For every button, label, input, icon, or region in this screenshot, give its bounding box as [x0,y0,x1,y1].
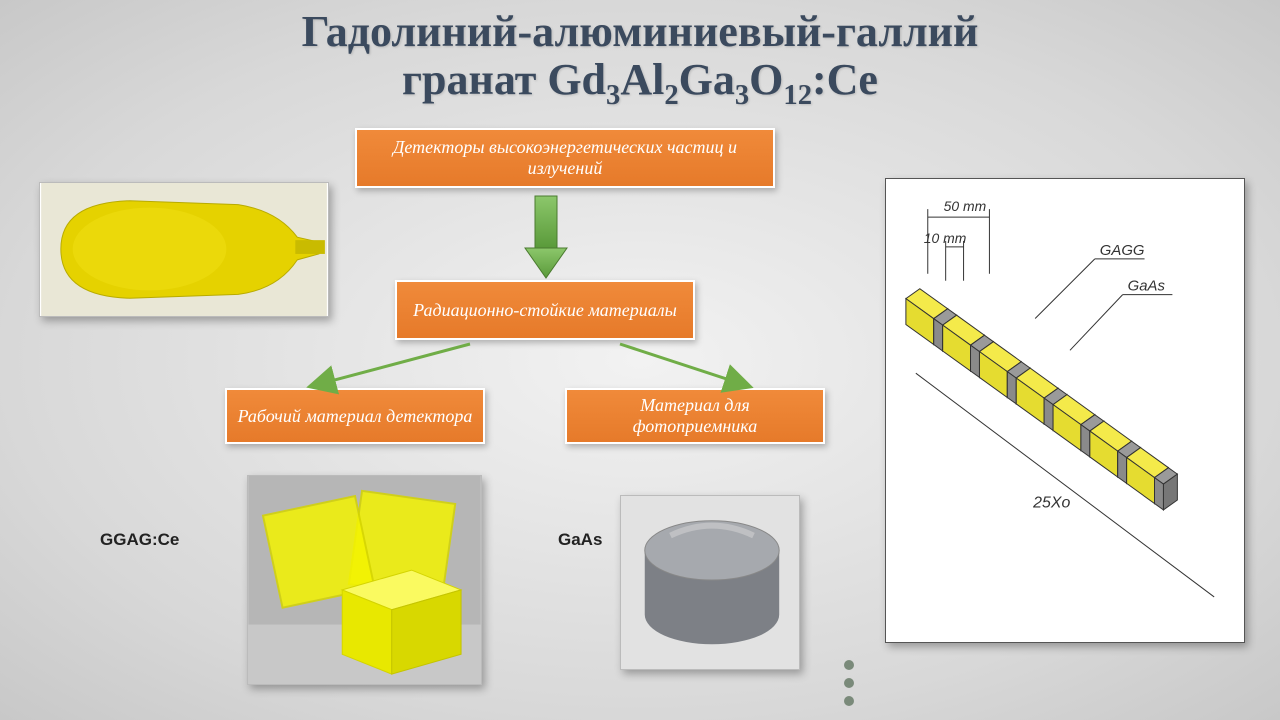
arrow-split-right [620,344,748,386]
title-suffix: :Ce [812,55,878,104]
flow-box-radiation-materials: Радиационно-стойкие материалы [395,280,695,340]
metal-cyl-svg [621,496,799,669]
title-sub1: 3 [606,80,620,111]
svg-text:GAGG: GAGG [1100,243,1145,259]
title-sub2: 2 [664,80,678,111]
yellow-cubes-svg [248,476,481,684]
nav-dot [844,696,854,706]
nav-dot [844,678,854,688]
nav-dot [844,660,854,670]
svg-text:50 mm: 50 mm [944,198,987,214]
image-metal-cylinder [620,495,800,670]
page-title: Гадолиний-алюминиевый-галлий гранат Gd3A… [0,0,1280,112]
image-crystal-boule [39,182,329,317]
crystal-boule-svg [40,183,328,316]
image-yellow-cubes [247,475,482,685]
schematic-svg: 50 mm 10 mm GAGG GaAs 25Xo [886,179,1244,642]
title-sub4: 12 [783,80,812,111]
title-line2-prefix: гранат Gd [402,55,606,104]
title-sub3: 3 [735,80,749,111]
flow-box-detector-material: Рабочий материал детектора [225,388,485,444]
flow-box-photoreceiver-material: Материал для фотоприемника [565,388,825,444]
arrow-split-left [312,344,470,386]
svg-text:10 mm: 10 mm [924,230,967,246]
image-schematic: 50 mm 10 mm GAGG GaAs 25Xo [885,178,1245,643]
title-line1: Гадолиний-алюминиевый-галлий [302,7,979,56]
label-gaas: GaAs [558,530,602,550]
title-mid3: O [749,55,783,104]
label-ggag-ce: GGAG:Ce [100,530,179,550]
title-mid2: Ga [679,55,735,104]
title-mid1: Al [620,55,664,104]
arrow-down-icon [525,196,567,278]
svg-text:GaAs: GaAs [1128,279,1166,295]
svg-text:25Xo: 25Xo [1032,494,1070,511]
flow-box-detectors: Детекторы высокоэнергетических частиц и … [355,128,775,188]
